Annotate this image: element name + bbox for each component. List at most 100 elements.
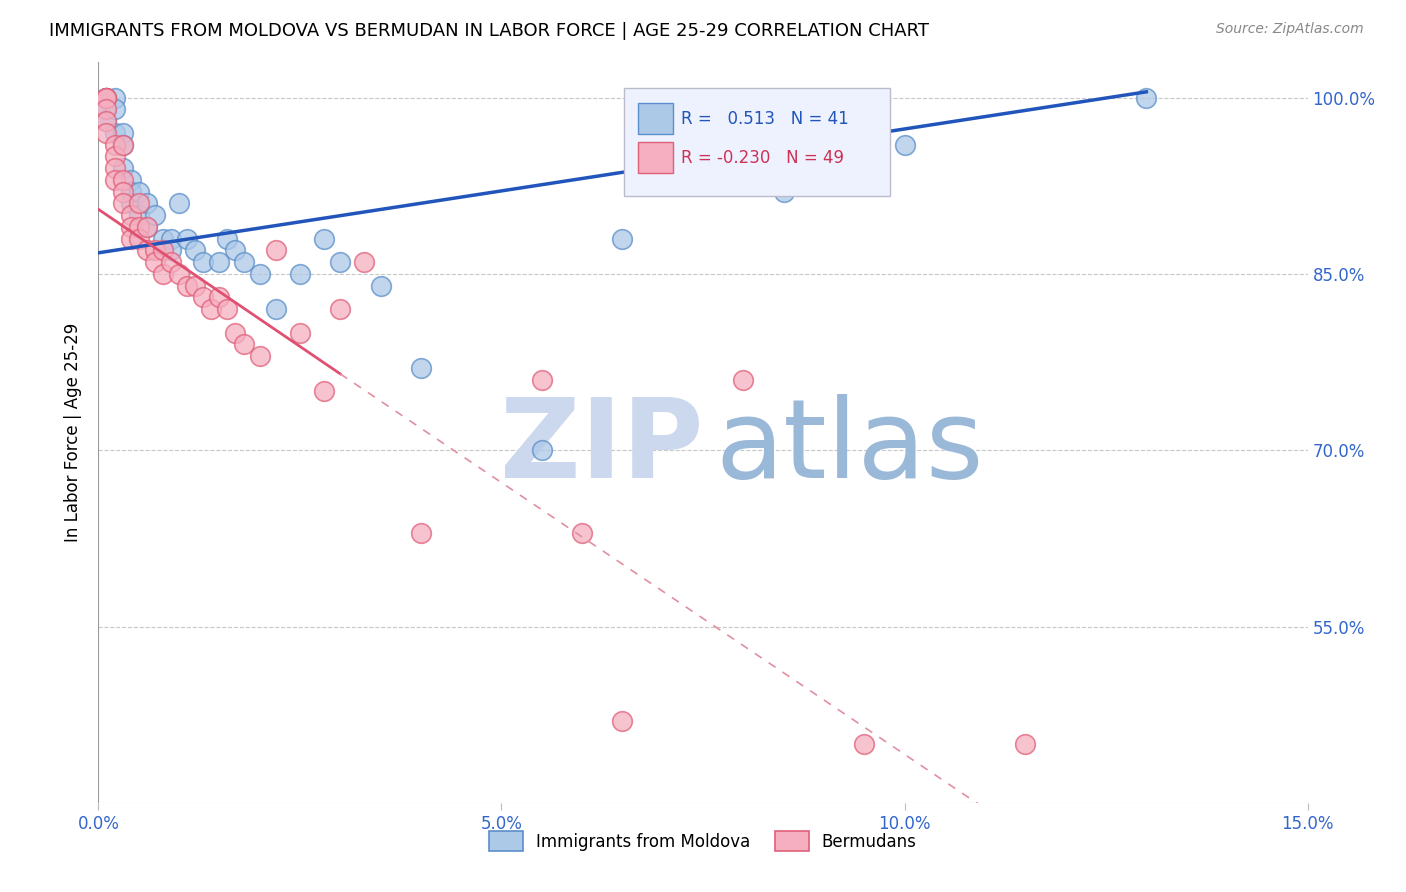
Point	[530, 373, 553, 387]
Point	[103, 149, 125, 163]
Point	[135, 219, 157, 234]
Legend: Immigrants from Moldova, Bermudans: Immigrants from Moldova, Bermudans	[482, 825, 924, 857]
Point	[152, 267, 174, 281]
Point	[193, 290, 215, 304]
Point	[96, 103, 118, 117]
Point	[128, 219, 150, 234]
Point	[120, 173, 142, 187]
Point	[152, 244, 174, 258]
Point	[571, 525, 593, 540]
Point	[176, 232, 198, 246]
Point	[217, 232, 239, 246]
Point	[128, 185, 150, 199]
Point	[160, 244, 183, 258]
Point	[530, 443, 553, 458]
Point	[120, 219, 142, 234]
Point	[103, 103, 125, 117]
Point	[96, 114, 118, 128]
Point	[152, 232, 174, 246]
Point	[143, 255, 166, 269]
Point	[111, 173, 134, 187]
Point	[224, 244, 246, 258]
Point	[208, 290, 231, 304]
Point	[612, 232, 634, 246]
Point	[176, 278, 198, 293]
Text: atlas: atlas	[716, 394, 984, 501]
Point	[288, 267, 311, 281]
Point	[120, 208, 142, 222]
Point	[200, 302, 222, 317]
Point	[103, 161, 125, 176]
Point	[409, 525, 432, 540]
FancyBboxPatch shape	[624, 88, 890, 195]
Point	[128, 232, 150, 246]
Point	[612, 714, 634, 728]
Point	[224, 326, 246, 340]
Point	[111, 137, 134, 152]
Point	[1135, 91, 1157, 105]
Point	[167, 196, 190, 211]
Point	[111, 185, 134, 199]
Point	[120, 185, 142, 199]
Point	[353, 255, 375, 269]
Text: R = -0.230   N = 49: R = -0.230 N = 49	[682, 149, 844, 167]
Point	[733, 373, 755, 387]
Point	[120, 196, 142, 211]
Point	[96, 91, 118, 105]
Point	[893, 137, 915, 152]
Point	[370, 278, 392, 293]
Point	[160, 255, 183, 269]
Point	[120, 232, 142, 246]
Point	[135, 196, 157, 211]
Point	[314, 232, 336, 246]
Point	[96, 126, 118, 140]
Point	[1014, 737, 1036, 751]
Point	[208, 255, 231, 269]
Point	[160, 232, 183, 246]
Point	[288, 326, 311, 340]
Point	[409, 361, 432, 376]
Point	[96, 91, 118, 105]
Text: Source: ZipAtlas.com: Source: ZipAtlas.com	[1216, 22, 1364, 37]
Point	[96, 91, 118, 105]
Point	[96, 103, 118, 117]
Point	[232, 337, 254, 351]
Point	[111, 161, 134, 176]
Point	[853, 737, 876, 751]
Point	[103, 91, 125, 105]
Point	[249, 349, 271, 363]
Point	[264, 244, 287, 258]
Point	[232, 255, 254, 269]
Point	[111, 137, 134, 152]
Point	[264, 302, 287, 317]
Text: IMMIGRANTS FROM MOLDOVA VS BERMUDAN IN LABOR FORCE | AGE 25-29 CORRELATION CHART: IMMIGRANTS FROM MOLDOVA VS BERMUDAN IN L…	[49, 22, 929, 40]
Point	[96, 91, 118, 105]
Point	[111, 196, 134, 211]
Point	[249, 267, 271, 281]
Point	[314, 384, 336, 399]
Point	[96, 91, 118, 105]
Point	[184, 244, 207, 258]
Text: ZIP: ZIP	[499, 394, 703, 501]
FancyBboxPatch shape	[638, 143, 673, 173]
Point	[135, 219, 157, 234]
Point	[329, 255, 352, 269]
Point	[217, 302, 239, 317]
Point	[128, 196, 150, 211]
Point	[329, 302, 352, 317]
Point	[96, 114, 118, 128]
Point	[103, 137, 125, 152]
Point	[193, 255, 215, 269]
Point	[772, 185, 794, 199]
Point	[103, 173, 125, 187]
FancyBboxPatch shape	[638, 103, 673, 135]
Point	[143, 208, 166, 222]
Point	[184, 278, 207, 293]
Point	[103, 126, 125, 140]
Text: R =   0.513   N = 41: R = 0.513 N = 41	[682, 110, 849, 128]
Point	[167, 267, 190, 281]
Point	[128, 208, 150, 222]
Point	[143, 244, 166, 258]
Point	[111, 126, 134, 140]
Point	[135, 244, 157, 258]
